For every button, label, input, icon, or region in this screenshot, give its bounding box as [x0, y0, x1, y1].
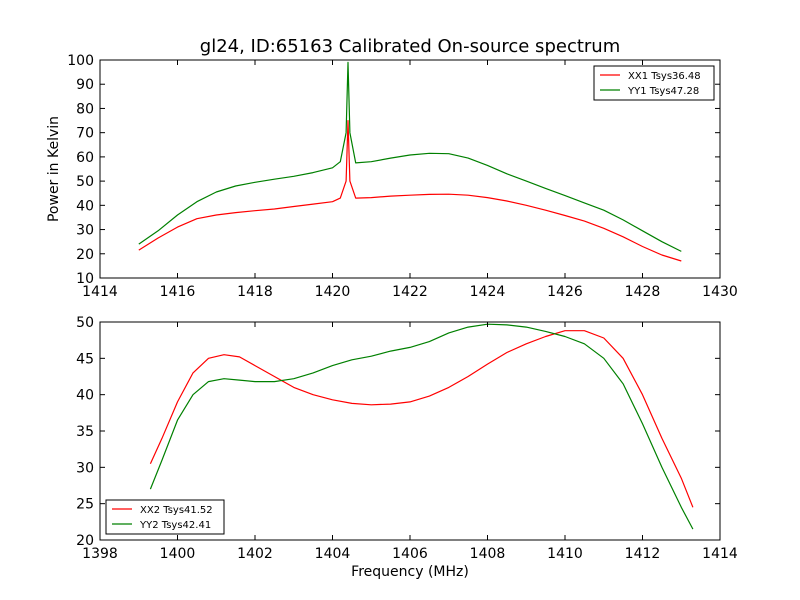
x-tick-label: 1422: [392, 284, 428, 300]
y-tick-label: 80: [76, 101, 94, 117]
figure-title: gl24, ID:65163 Calibrated On-source spec…: [200, 36, 620, 57]
series-line-1: [149, 330, 694, 508]
y-tick-label: 90: [76, 77, 94, 93]
y-tick-label: 40: [76, 198, 94, 214]
x-tick-label: 1406: [392, 546, 428, 562]
x-tick-label: 1402: [237, 546, 273, 562]
legend-entry: XX1 Tsys36.48: [628, 71, 701, 82]
legend-entry: YY1 Tsys47.28: [627, 86, 699, 97]
x-tick-label: 1400: [160, 546, 196, 562]
x-tick-label: 1424: [470, 284, 506, 300]
legend-entry: XX2 Tsys41.52: [140, 505, 213, 516]
x-tick-label: 1430: [702, 284, 738, 300]
bottom-panel: 1398 1400 1402 1404 1406 1408 1410 1412 1414 20 25…: [76, 315, 738, 562]
x-tick-label: 1408: [470, 546, 506, 562]
x-tick-label: 1414: [702, 546, 738, 562]
legend-entry: YY2 Tsys42.41: [139, 520, 211, 531]
y-tick-label: 70: [76, 126, 94, 142]
series-line-2: [149, 323, 694, 530]
x-tick-label: 1414: [82, 284, 118, 300]
x-tick-label: 1416: [160, 284, 196, 300]
y-tick-label: 25: [76, 497, 94, 513]
y-tick-label: 35: [76, 424, 94, 440]
y-tick-label: 50: [76, 315, 94, 331]
x-tick-label: 1398: [82, 546, 118, 562]
legend-box: [593, 65, 715, 101]
y-tick-label: 50: [76, 174, 94, 190]
series-line-1: [138, 120, 682, 262]
y-tick-label: 30: [76, 223, 94, 239]
y-tick-label: 10: [76, 271, 94, 287]
y-tick-label: 60: [76, 150, 94, 166]
y-tick-label: 20: [76, 247, 94, 263]
x-tick-label: 1410: [547, 546, 583, 562]
x-tick-label: 1426: [547, 284, 583, 300]
y-tick-label: 45: [76, 351, 94, 367]
x-axis-label: Frequency (MHz): [351, 564, 469, 580]
x-tick-label: 1428: [625, 284, 661, 300]
y-tick-label: 100: [67, 53, 94, 69]
top-panel: 1414 1416 1418 1420 1422 1424 1426 1428 1430 10 20…: [67, 53, 738, 300]
legend-box: [105, 499, 225, 535]
x-tick-label: 1420: [315, 284, 351, 300]
x-tick-label: 1412: [625, 546, 661, 562]
y-tick-label: 30: [76, 460, 94, 476]
x-tick-label: 1418: [237, 284, 273, 300]
x-tick-label: 1404: [315, 546, 351, 562]
y-axis-label: Power in Kelvin: [46, 116, 62, 222]
y-tick-label: 20: [76, 533, 94, 549]
y-tick-label: 40: [76, 388, 94, 404]
series-line-2: [138, 61, 682, 252]
